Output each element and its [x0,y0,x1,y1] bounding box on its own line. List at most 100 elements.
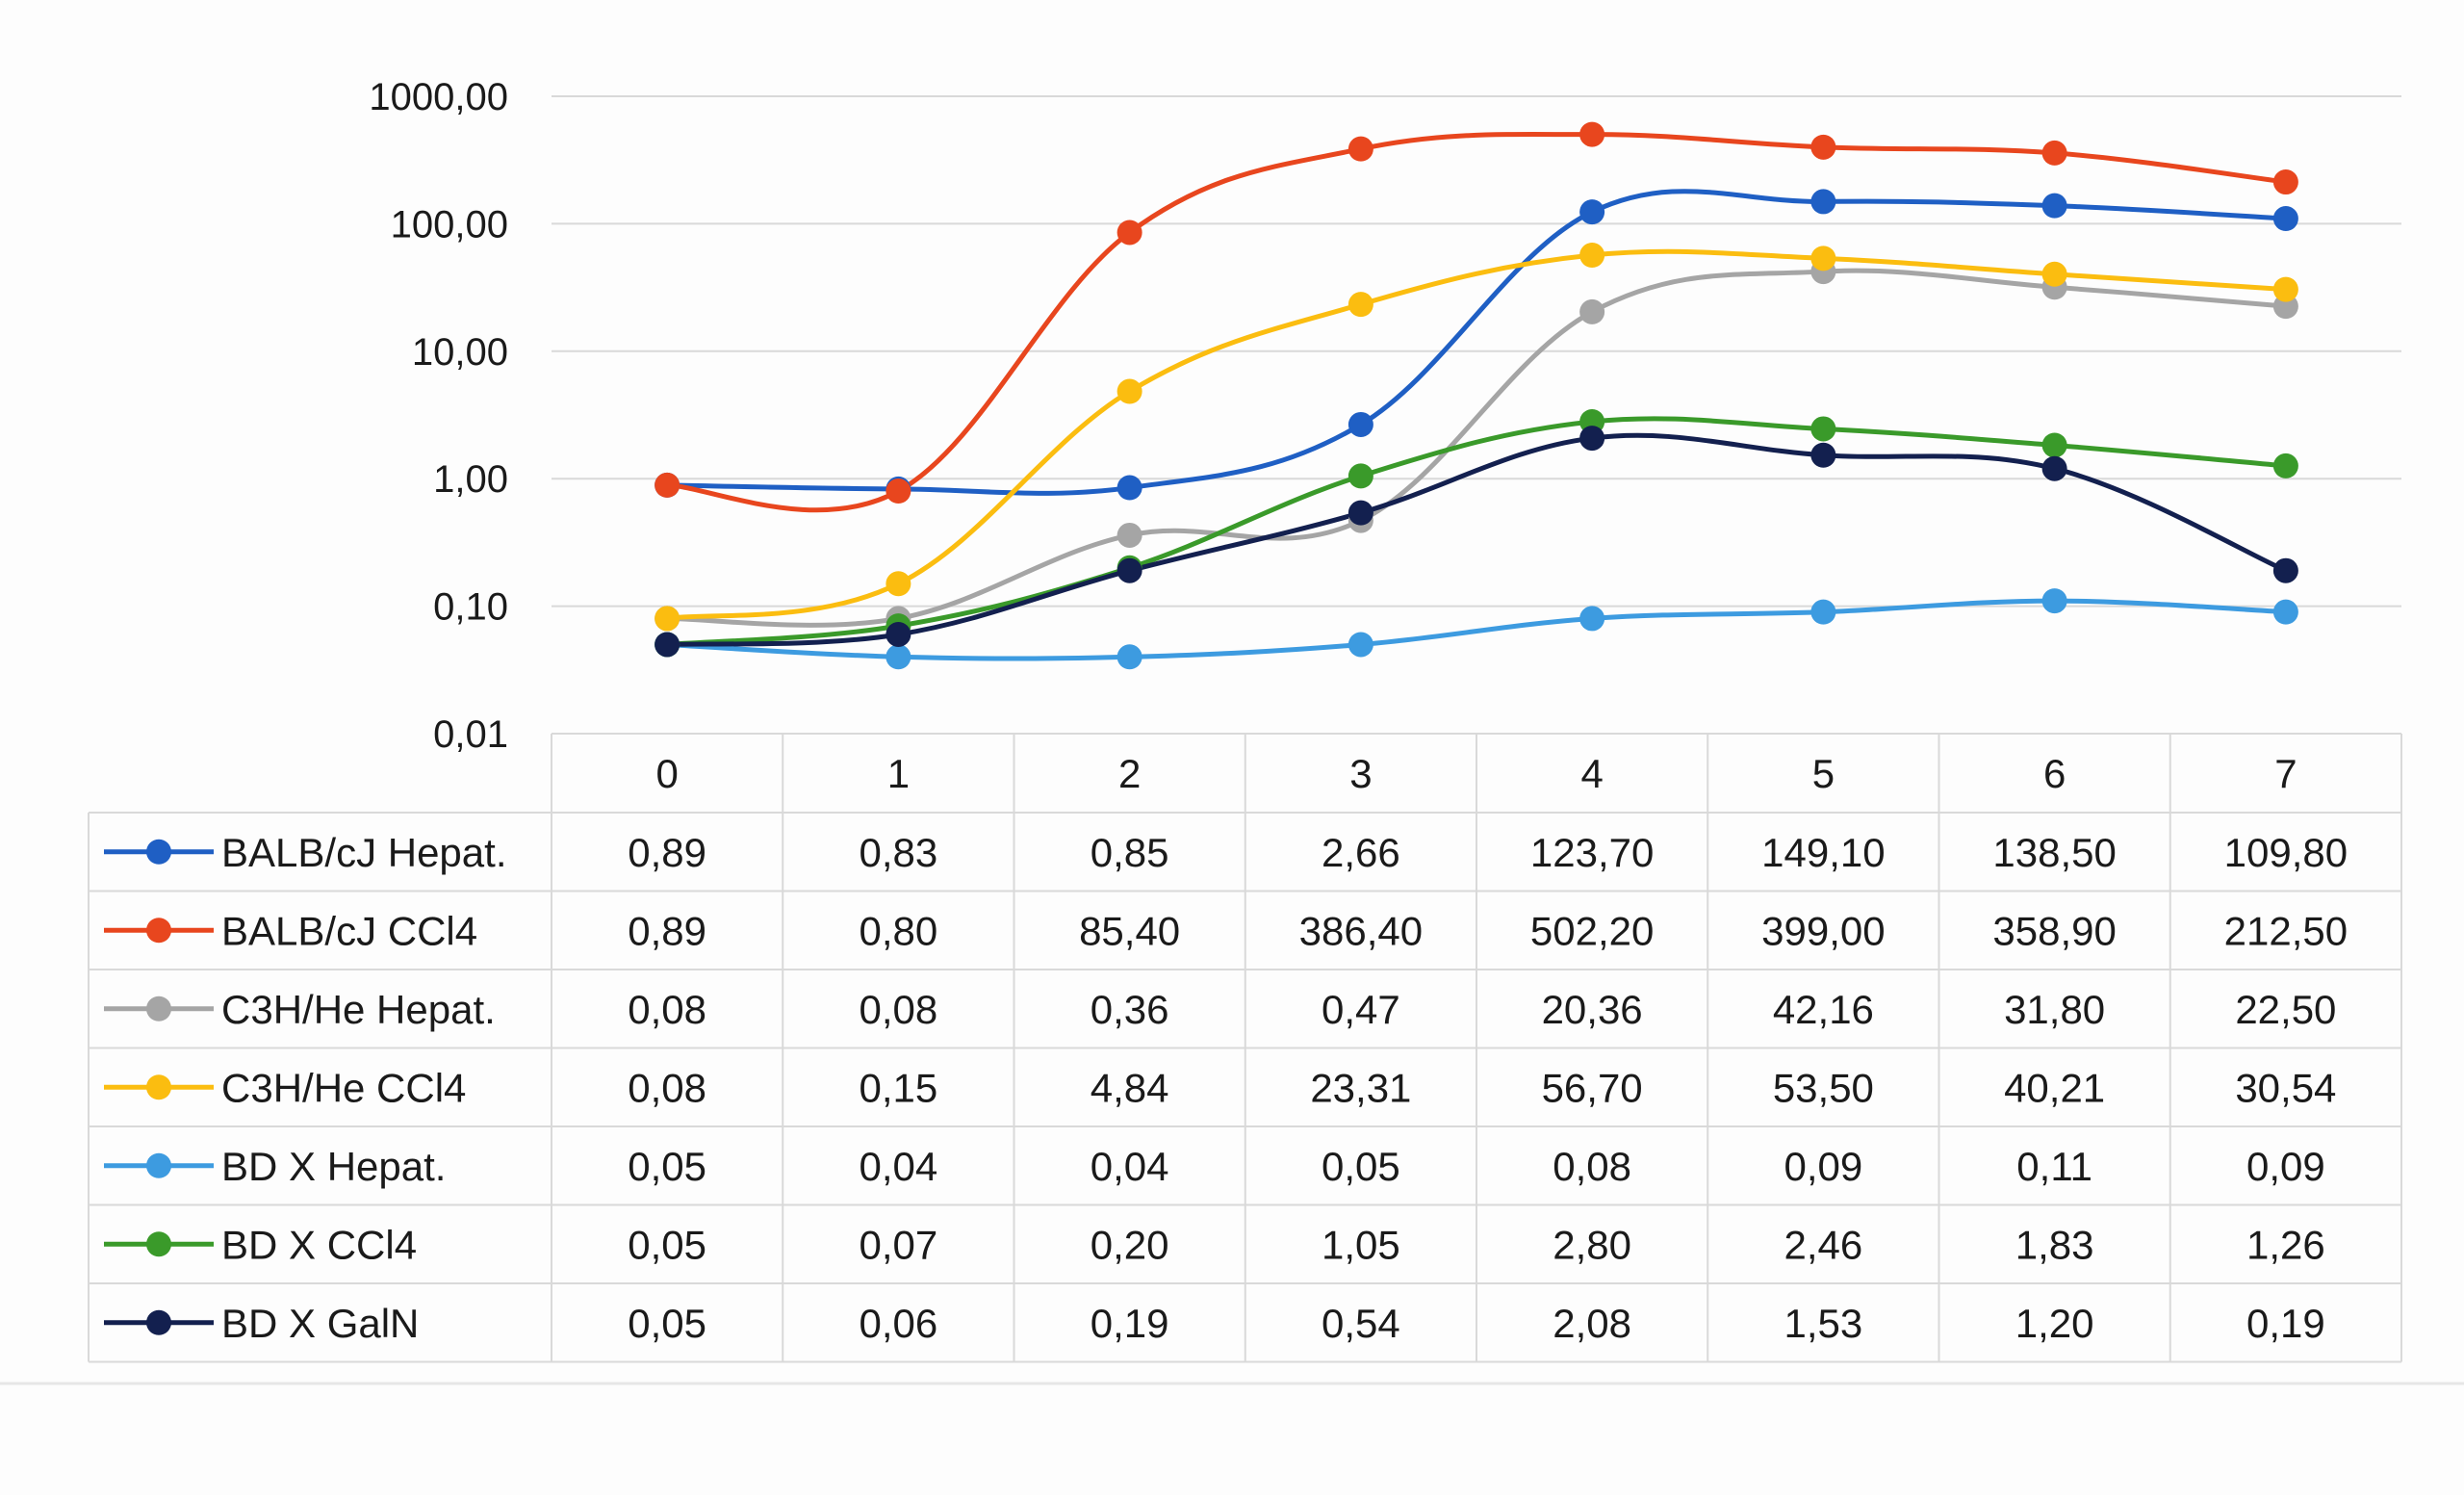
table-value-cell: 399,00 [1761,908,1885,953]
table-value-cell: 0,47 [1322,987,1400,1032]
data-point [1116,378,1142,404]
data-point [1348,136,1373,162]
table-value-cell: 0,08 [1553,1144,1631,1189]
table-value-cell: 2,08 [1553,1301,1631,1346]
data-point [1579,606,1605,632]
legend-marker-key [146,1231,171,1257]
series-line [664,248,2289,621]
legend-series-name: BD X GalN [221,1301,419,1346]
y-tick-label: 0,01 [433,713,508,756]
table-value-cell: 0,54 [1322,1301,1400,1346]
data-point [654,472,680,498]
series-line [664,416,2289,647]
table-value-cell: 0,08 [628,1065,706,1110]
table-value-cell: 1,53 [1784,1301,1863,1346]
legend-series-name: BALB/cJ Hepat. [221,830,506,875]
table-value-cell: 0,05 [1322,1144,1400,1189]
data-point [1579,121,1605,147]
table-value-cell: 0,36 [1091,987,1169,1032]
data-point [2272,557,2298,583]
legend-marker-key [146,1309,171,1335]
data-point [1579,243,1605,269]
data-point [1116,475,1142,501]
table-value-cell: 0,06 [860,1301,938,1346]
x-category-label: 3 [1349,751,1372,796]
table-value-cell: 1,26 [2246,1222,2325,1267]
table-value-cell: 53,50 [1773,1065,1874,1110]
table-value-cell: 2,80 [1553,1222,1631,1267]
data-point [886,644,911,670]
table-value-cell: 2,66 [1322,830,1400,875]
legend-series-name: C3H/He Hepat. [221,987,496,1032]
data-point [2041,261,2067,287]
x-category-label: 5 [1812,751,1835,796]
table-value-cell: 0,09 [2246,1144,2325,1189]
table-value-cell: 149,10 [1761,830,1885,875]
table-value-cell: 123,70 [1530,830,1654,875]
y-axis-ticks: 0,01 0,10 1,00 10,00 100,00 1000,00 [369,76,508,756]
table-value-cell: 0,85 [1091,830,1169,875]
y-tick-label: 10,00 [412,331,508,374]
data-point [1348,463,1373,489]
table-value-cell: 0,08 [860,987,938,1032]
x-category-label: 1 [887,751,910,796]
table-value-cell: 0,04 [1091,1144,1169,1189]
data-point [1579,298,1605,324]
legend-marker-key [146,1074,171,1100]
data-point [2041,432,2067,458]
data-point [654,632,680,658]
table-value-cell: 42,16 [1773,987,1874,1032]
data-point [1810,134,1836,160]
table-value-cell: 0,15 [860,1065,938,1110]
legend-marker-key [146,996,171,1022]
data-table-values: 0,89 0,83 0,85 2,66 123,70 149,10 138,50 109,80… [628,830,2348,1346]
table-value-cell: 109,80 [2224,830,2348,875]
table-value-cell: 30,54 [2235,1065,2336,1110]
data-point [1348,292,1373,318]
data-point [1348,500,1373,526]
table-value-cell: 1,20 [2015,1301,2094,1346]
data-point [2041,588,2067,614]
series-line [664,432,2289,647]
data-point [1579,199,1605,225]
series-line [664,598,2289,661]
table-value-cell: 0,19 [1091,1301,1169,1346]
table-value-cell: 40,21 [2004,1065,2105,1110]
data-point [2272,599,2298,625]
series-line [664,132,2289,513]
y-tick-label: 1,00 [433,458,508,501]
series-points [654,121,2298,670]
data-point [1579,426,1605,452]
legend-series-name: BALB/cJ CCl4 [221,908,477,953]
table-value-cell: 0,80 [860,908,938,953]
data-point [2272,276,2298,302]
table-value-cell: 23,31 [1310,1065,1411,1110]
data-point [1810,416,1836,442]
legend-keys: BALB/cJ Hepat. BALB/cJ CCl4 C3H/He Hepat. C… [104,830,506,1346]
legend-marker-key [146,839,171,865]
x-category-label: 6 [2043,751,2066,796]
data-point [886,621,911,647]
table-value-cell: 0,05 [628,1222,706,1267]
table-value-cell: 358,90 [1992,908,2116,953]
series-line [664,268,2289,628]
x-category-label: 7 [2274,751,2297,796]
table-value-cell: 0,08 [628,987,706,1032]
data-point [1810,599,1836,625]
x-category-label: 2 [1118,751,1141,796]
table-value-cell: 502,20 [1530,908,1654,953]
table-value-cell: 0,11 [2016,1144,2092,1189]
table-value-cell: 0,19 [2246,1301,2325,1346]
data-point [1116,220,1142,246]
data-point [2041,193,2067,219]
table-value-cell: 31,80 [2004,987,2105,1032]
data-point [2272,169,2298,195]
table-value-cell: 0,04 [860,1144,938,1189]
x-category-label: 0 [655,751,678,796]
series-line [664,189,2289,496]
data-point [886,571,911,597]
y-tick-label: 0,10 [433,586,508,629]
table-value-cell: 0,05 [628,1301,706,1346]
